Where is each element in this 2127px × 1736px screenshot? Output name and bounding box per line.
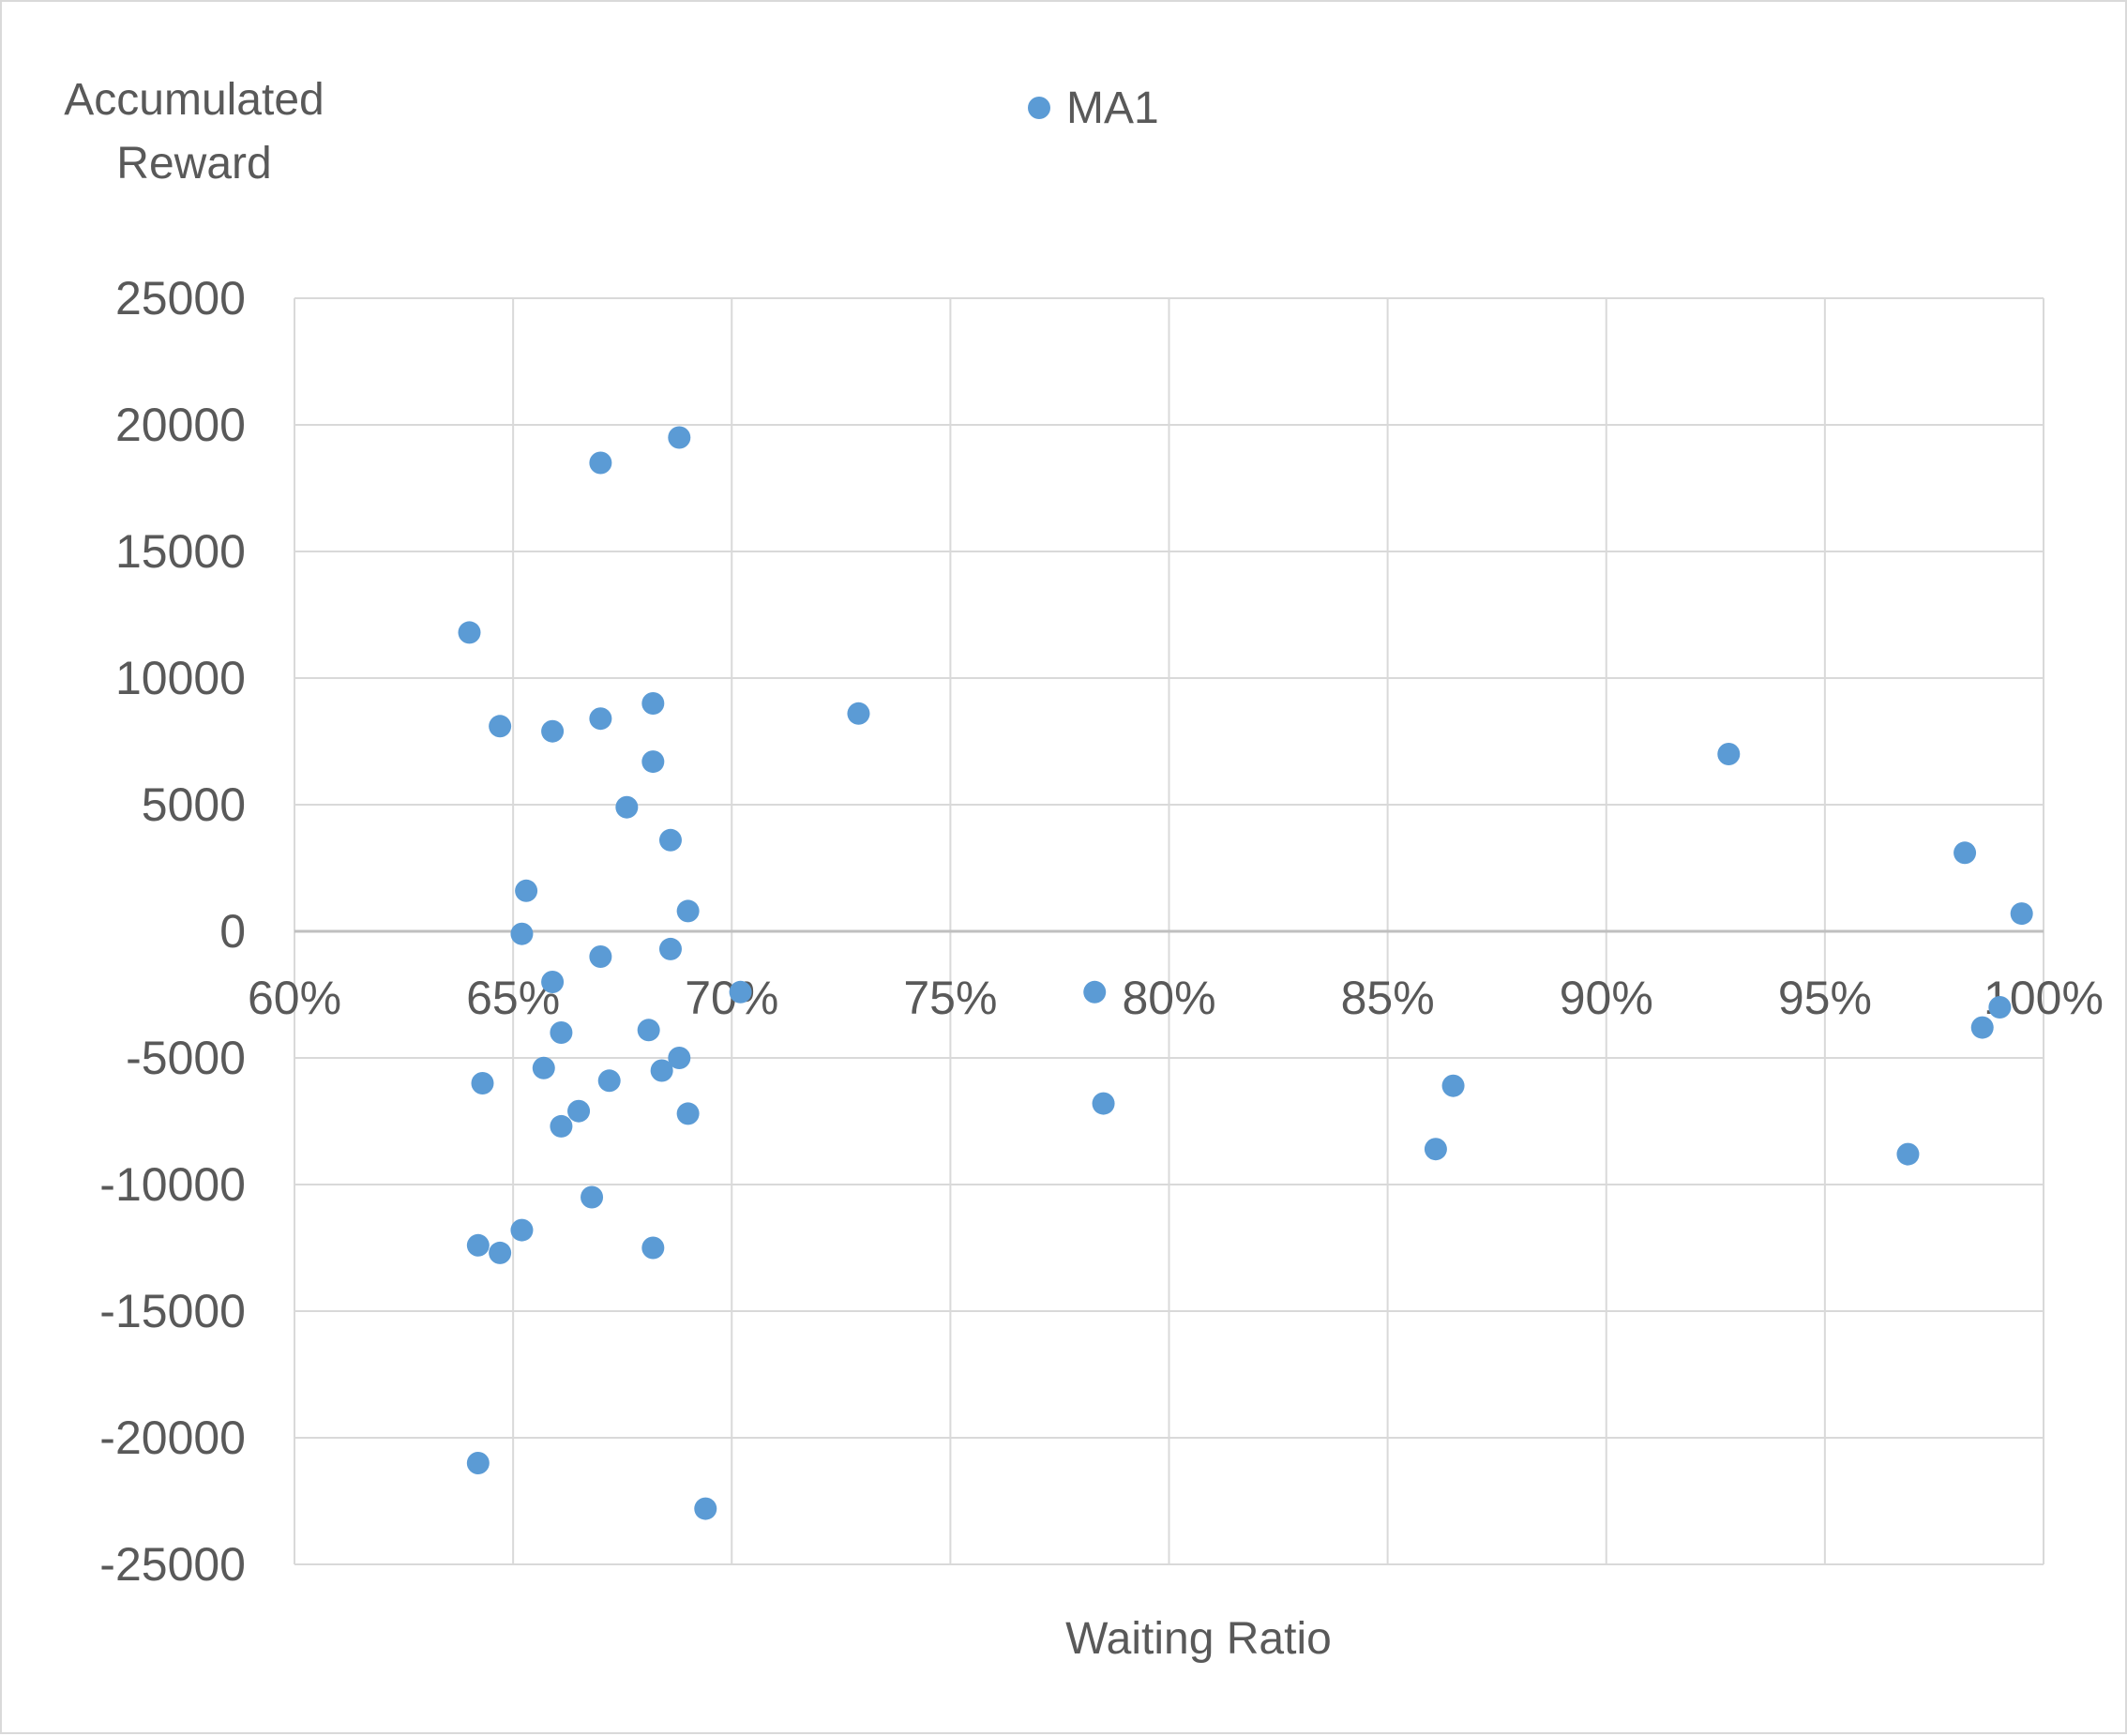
data-point-ma1 xyxy=(650,1059,673,1082)
data-point-ma1 xyxy=(1092,1092,1115,1115)
data-point-ma1 xyxy=(641,692,665,715)
data-point-ma1 xyxy=(658,828,682,852)
data-point-ma1 xyxy=(1083,980,1107,1004)
data-point-ma1 xyxy=(458,621,481,644)
data-point-ma1 xyxy=(694,1497,717,1520)
data-point-ma1 xyxy=(466,1233,490,1257)
data-point-ma1 xyxy=(581,1185,604,1209)
data-points xyxy=(458,426,2033,1520)
data-point-ma1 xyxy=(676,1102,700,1125)
y-tick-label: 20000 xyxy=(115,399,246,451)
data-point-ma1 xyxy=(471,1072,494,1094)
data-point-ma1 xyxy=(1896,1142,1920,1166)
x-tick-label: 95% xyxy=(1778,972,1872,1024)
legend-label-ma1: MA1 xyxy=(1066,83,1159,133)
axes: 25000 20000 15000 10000 5000 0 -5000 -10000 -150… xyxy=(99,272,2104,1591)
data-point-ma1 xyxy=(515,879,538,902)
data-point-ma1 xyxy=(510,922,534,945)
y-tick-label: -25000 xyxy=(99,1538,246,1591)
data-point-ma1 xyxy=(2010,902,2033,926)
y-tick-label: 25000 xyxy=(115,272,246,325)
legend: MA1 xyxy=(1028,83,1159,133)
grid-lines xyxy=(294,297,2044,1565)
data-point-ma1 xyxy=(641,750,665,774)
data-point-ma1 xyxy=(1954,841,1977,865)
y-axis-ticks: 25000 20000 15000 10000 5000 0 -5000 -10000 -150… xyxy=(99,272,246,1591)
data-point-ma1 xyxy=(589,451,612,475)
y-tick-label: -15000 xyxy=(99,1285,246,1337)
x-tick-label: 90% xyxy=(1560,972,1653,1024)
x-axis-title: Waiting Ratio xyxy=(1065,1614,1332,1664)
data-point-ma1 xyxy=(550,1114,573,1138)
data-point-ma1 xyxy=(1717,743,1741,765)
data-point-ma1 xyxy=(615,795,639,819)
y-tick-label: -10000 xyxy=(99,1158,246,1211)
data-point-ma1 xyxy=(567,1099,591,1123)
data-point-ma1 xyxy=(466,1452,490,1474)
data-point-ma1 xyxy=(1424,1138,1447,1161)
data-point-ma1 xyxy=(676,899,700,923)
x-tick-label: 85% xyxy=(1341,972,1435,1024)
x-tick-label: 60% xyxy=(248,972,341,1024)
data-point-ma1 xyxy=(668,426,691,449)
legend-marker-ma1 xyxy=(1028,97,1050,119)
data-point-ma1 xyxy=(1441,1074,1465,1097)
y-tick-label: 5000 xyxy=(142,778,246,831)
y-tick-label: -5000 xyxy=(126,1032,246,1084)
data-point-ma1 xyxy=(489,1241,512,1264)
data-point-ma1 xyxy=(1970,1016,1994,1039)
y-axis-title-line-2: Reward xyxy=(116,139,271,189)
data-point-ma1 xyxy=(489,715,512,738)
data-point-ma1 xyxy=(550,1021,573,1044)
data-point-ma1 xyxy=(541,719,565,743)
y-tick-label: 15000 xyxy=(115,525,246,578)
data-point-ma1 xyxy=(658,937,682,960)
y-tick-label: 10000 xyxy=(115,652,246,704)
y-tick-label: 0 xyxy=(219,905,246,958)
y-tick-label: -20000 xyxy=(99,1411,246,1464)
data-point-ma1 xyxy=(532,1056,555,1079)
data-point-ma1 xyxy=(637,1019,660,1042)
y-axis-title-line-1: Accumulated xyxy=(64,75,324,125)
y-axis-title: Accumulated Reward xyxy=(64,75,324,189)
x-tick-label: 75% xyxy=(903,972,997,1024)
data-point-ma1 xyxy=(510,1218,534,1242)
data-point-ma1 xyxy=(589,707,612,731)
data-point-ma1 xyxy=(1988,996,2012,1019)
x-axis-ticks: 60%65%70%75%80%85%90%95%100% xyxy=(248,972,2104,1024)
data-point-ma1 xyxy=(589,945,612,968)
data-point-ma1 xyxy=(597,1069,621,1093)
data-point-ma1 xyxy=(641,1236,665,1260)
x-tick-label: 80% xyxy=(1122,972,1215,1024)
data-point-ma1 xyxy=(541,971,565,993)
data-point-ma1 xyxy=(847,702,870,725)
data-point-ma1 xyxy=(729,980,752,1004)
data-point-ma1 xyxy=(668,1047,691,1069)
